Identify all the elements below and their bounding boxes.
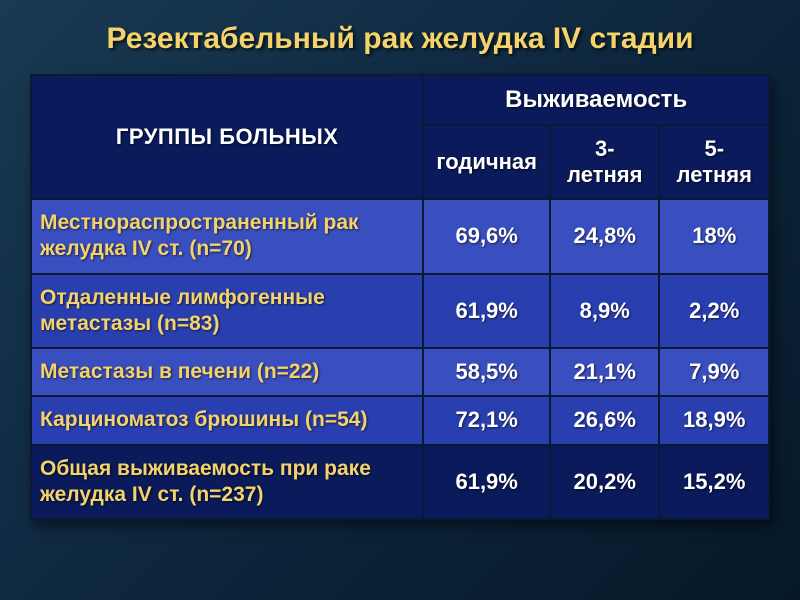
row-value: 15,2%: [659, 445, 769, 520]
row-value: 7,9%: [659, 348, 769, 396]
row-value: 58,5%: [423, 348, 550, 396]
table-row: Отдаленные лимфогенные метастазы (n=83)6…: [31, 274, 769, 349]
row-label: Карциноматоз брюшины (n=54): [31, 396, 423, 444]
header-col-5yr: 5-летняя: [659, 125, 769, 199]
row-value: 24,8%: [550, 199, 659, 274]
slide-title: Резектабельный рак желудка IV стадии: [0, 0, 800, 74]
row-value: 20,2%: [550, 445, 659, 520]
row-value: 26,6%: [550, 396, 659, 444]
survival-table-container: ГРУППЫ БОЛЬНЫХ Выживаемость годичная 3-л…: [0, 74, 800, 520]
row-value: 18%: [659, 199, 769, 274]
row-value: 61,9%: [423, 445, 550, 520]
row-label: Местнораспространенный рак желудка IV ст…: [31, 199, 423, 274]
header-survival: Выживаемость: [423, 75, 769, 125]
table-row: Местнораспространенный рак желудка IV ст…: [31, 199, 769, 274]
table-row: Метастазы в печени (n=22)58,5%21,1%7,9%: [31, 348, 769, 396]
row-value: 72,1%: [423, 396, 550, 444]
table-row: Общая выживаемость при раке желудка IV с…: [31, 445, 769, 520]
header-groups: ГРУППЫ БОЛЬНЫХ: [31, 75, 423, 199]
row-value: 2,2%: [659, 274, 769, 349]
row-value: 8,9%: [550, 274, 659, 349]
header-col-1yr: годичная: [423, 125, 550, 199]
row-label: Метастазы в печени (n=22): [31, 348, 423, 396]
row-value: 61,9%: [423, 274, 550, 349]
row-label: Отдаленные лимфогенные метастазы (n=83): [31, 274, 423, 349]
row-value: 18,9%: [659, 396, 769, 444]
row-value: 69,6%: [423, 199, 550, 274]
row-value: 21,1%: [550, 348, 659, 396]
table-header: ГРУППЫ БОЛЬНЫХ Выживаемость годичная 3-л…: [31, 75, 769, 199]
table-body: Местнораспространенный рак желудка IV ст…: [31, 199, 769, 519]
row-label: Общая выживаемость при раке желудка IV с…: [31, 445, 423, 520]
table-row: Карциноматоз брюшины (n=54)72,1%26,6%18,…: [31, 396, 769, 444]
header-col-3yr: 3-летняя: [550, 125, 659, 199]
survival-table: ГРУППЫ БОЛЬНЫХ Выживаемость годичная 3-л…: [30, 74, 770, 520]
